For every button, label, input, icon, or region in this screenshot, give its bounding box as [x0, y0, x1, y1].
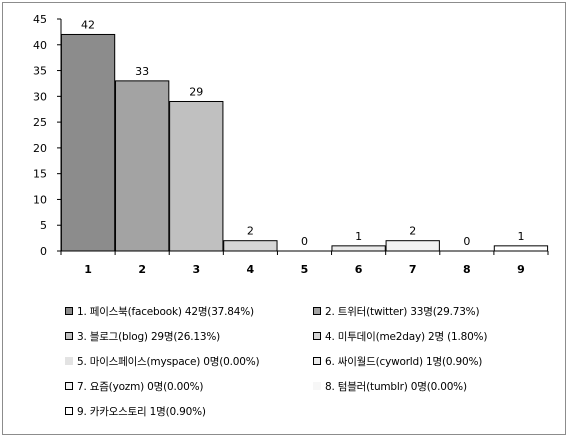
legend-label: 7. 요즘(yozm) 0명(0.00%)	[77, 380, 204, 393]
y-tick-label: 30	[33, 90, 47, 103]
x-axis: 1 2 3 4 5 6 7 8 9	[60, 250, 549, 276]
legend-item: 2. 트위터(twitter) 33명(29.73%)	[313, 303, 560, 319]
legend-item: 3. 블로그(blog) 29명(26.13%)	[65, 328, 313, 344]
legend-swatch	[65, 357, 73, 365]
data-label: 2	[247, 225, 254, 238]
bar	[115, 80, 170, 252]
x-tick-label: 8	[463, 263, 471, 276]
y-tick-label: 25	[33, 116, 47, 129]
legend-label: 5. 마이스페이스(myspace) 0명(0.00%)	[77, 355, 260, 368]
x-tick-label: 9	[517, 263, 525, 276]
legend-swatch	[65, 332, 73, 340]
legend-label: 1. 페이스북(facebook) 42명(37.84%)	[77, 305, 254, 318]
legend-swatch	[65, 307, 73, 315]
legend-item: 4. 미투데이(me2day) 2명 (1.80%)	[313, 328, 560, 344]
y-tick-label: 5	[40, 219, 47, 232]
y-tick-label: 40	[33, 39, 47, 52]
legend-item: 6. 싸이월드(cyworld) 1명(0.90%)	[313, 353, 560, 369]
legend-label: 8. 텀블러(tumblr) 0명(0.00%)	[325, 380, 467, 393]
legend-label: 3. 블로그(blog) 29명(26.13%)	[77, 330, 220, 343]
x-tick-label: 3	[192, 263, 200, 276]
legend-label: 9. 카카오스토리 1명(0.90%)	[77, 405, 206, 418]
legend-swatch	[313, 307, 321, 315]
x-tick-label: 4	[247, 263, 255, 276]
bar	[331, 245, 386, 252]
y-tick-label: 10	[33, 193, 47, 206]
x-tick-label: 2	[138, 263, 146, 276]
bar	[493, 245, 549, 252]
bar	[385, 240, 440, 252]
legend-swatch	[313, 357, 321, 365]
data-labels: 42 33 29 2 0 1 2 0 1	[81, 18, 524, 248]
data-label: 0	[301, 235, 308, 248]
data-label: 29	[189, 85, 203, 98]
x-tick-label: 5	[301, 263, 309, 276]
legend-item: 8. 텀블러(tumblr) 0명(0.00%)	[313, 378, 560, 394]
bars	[60, 33, 549, 252]
x-tick-label: 6	[355, 263, 363, 276]
data-label: 33	[135, 65, 149, 78]
legend-label: 4. 미투데이(me2day) 2명 (1.80%)	[325, 330, 488, 343]
bar	[60, 33, 116, 252]
data-label: 1	[517, 230, 524, 243]
legend-swatch	[313, 332, 321, 340]
y-tick-label: 20	[33, 142, 47, 155]
legend-item: 5. 마이스페이스(myspace) 0명(0.00%)	[65, 353, 313, 369]
legend-label: 2. 트위터(twitter) 33명(29.73%)	[325, 305, 480, 318]
y-tick-label: 45	[33, 13, 47, 26]
y-tick-label: 35	[33, 65, 47, 78]
legend-item: 1. 페이스북(facebook) 42명(37.84%)	[65, 303, 313, 319]
data-label: 42	[81, 18, 95, 31]
legend-item: 7. 요즘(yozm) 0명(0.00%)	[65, 378, 313, 394]
legend-swatch	[313, 382, 321, 390]
x-tick-label: 1	[84, 263, 92, 276]
data-label: 2	[409, 225, 416, 238]
data-label: 1	[355, 230, 362, 243]
y-tick-label: 15	[33, 168, 47, 181]
legend-swatch	[65, 407, 73, 415]
legend-swatch	[65, 382, 73, 390]
bar	[169, 100, 224, 252]
y-tick-label: 0	[40, 245, 47, 258]
y-axis: 0 5 10 15 20 25 30 35 40 45	[33, 13, 62, 258]
data-label: 0	[463, 235, 470, 248]
legend: 1. 페이스북(facebook) 42명(37.84%) 2. 트위터(twit…	[65, 303, 560, 419]
legend-item: 9. 카카오스토리 1명(0.90%)	[65, 403, 313, 419]
x-tick-label: 7	[409, 263, 417, 276]
bar	[223, 240, 278, 252]
legend-label: 6. 싸이월드(cyworld) 1명(0.90%)	[325, 355, 483, 368]
